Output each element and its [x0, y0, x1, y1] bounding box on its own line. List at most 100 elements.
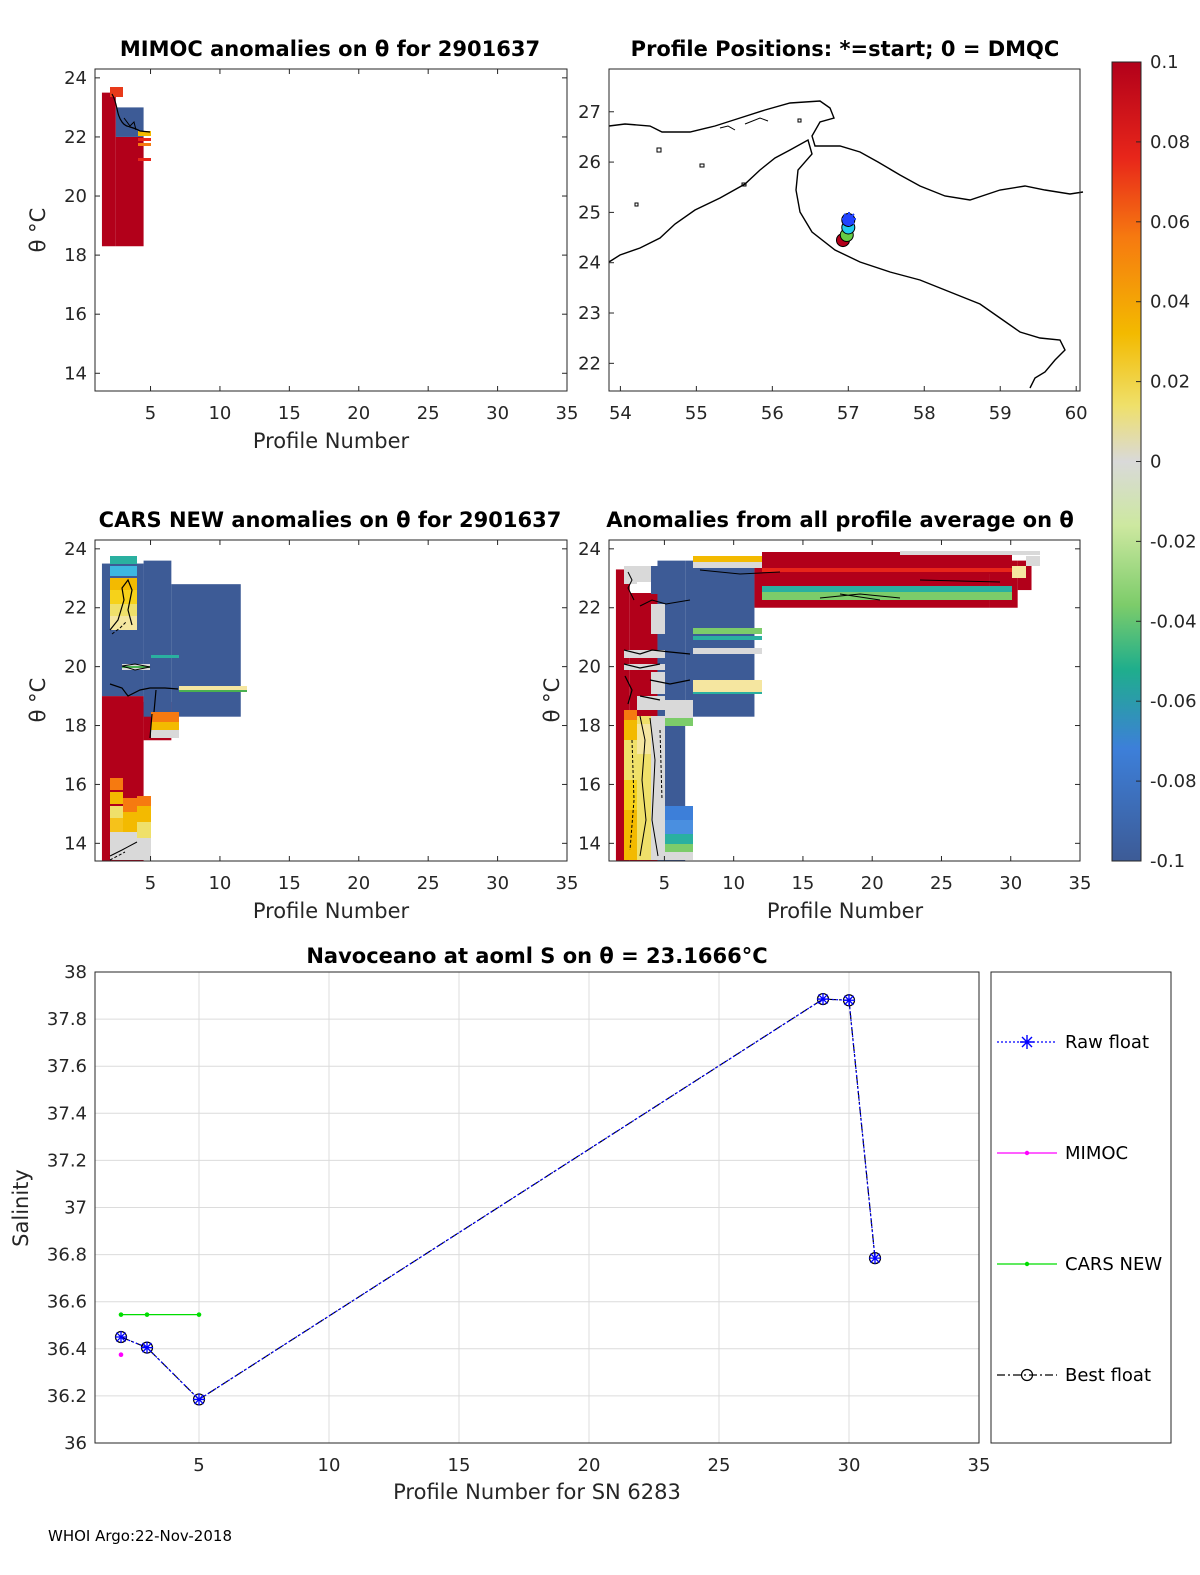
mimoc-details [110, 87, 151, 161]
colorbar-gradient [1111, 61, 1142, 862]
mimoc-ticks: 5 10 15 20 25 30 35 14 16 18 20 22 24 [64, 68, 578, 424]
colorbar-tick-label: -0.06 [1150, 691, 1197, 712]
cars-xtick-label: 5 [145, 873, 156, 894]
salinity-ytick-label: 37.4 [47, 1103, 87, 1124]
avg-xtick-label: 5 [659, 873, 670, 894]
salinity-ytick-label: 36.4 [47, 1339, 87, 1360]
colorbar-tick-label: 0.1 [1150, 52, 1179, 73]
cars-ytick-label: 20 [64, 657, 87, 678]
avg-panel: Anomalies from all profile average on θ [540, 508, 1091, 923]
avg-xlabel: Profile Number [767, 899, 924, 923]
legend-mimoc: MIMOC [997, 1143, 1128, 1164]
salinity-xtick-label: 15 [448, 1455, 471, 1476]
mimoc-ylabel: θ °C [26, 208, 50, 253]
avg-ytick-label: 14 [578, 833, 601, 854]
avg-xtick-label: 10 [722, 873, 745, 894]
mimoc-ytick-label: 22 [64, 127, 87, 148]
map-xtick-label: 56 [761, 403, 784, 424]
mimoc-cell [101, 92, 116, 247]
cars-ytick-label: 16 [64, 774, 87, 795]
map-xtick-label: 58 [913, 403, 936, 424]
colorbar: 0.1 0.08 0.06 0.04 0.02 0 -0.02 -0.04 -0.06 -0.08… [1111, 52, 1197, 872]
start-marker [842, 212, 856, 226]
map-ytick-label: 24 [578, 253, 601, 274]
colorbar-tick-label: -0.08 [1150, 771, 1197, 792]
avg-ytick-label: 22 [578, 598, 601, 619]
legend-raw-float: Raw float [997, 1032, 1149, 1053]
avg-ytick-label: 16 [578, 774, 601, 795]
map-ytick-label: 23 [578, 303, 601, 324]
cars-ytick-label: 14 [64, 833, 87, 854]
coastline [608, 100, 1084, 389]
map-xtick-label: 55 [685, 403, 708, 424]
cars-details [109, 556, 247, 861]
colorbar-tick-label: 0.04 [1150, 292, 1190, 313]
mimoc-cells [101, 92, 144, 247]
cars-axes [94, 539, 568, 862]
map-xtick-label: 57 [837, 403, 860, 424]
colorbar-tick-label: -0.04 [1150, 611, 1197, 632]
mimoc-ytick-label: 14 [64, 363, 87, 384]
avg-xtick-label: 25 [930, 873, 953, 894]
colorbar-tick-label: 0.08 [1150, 132, 1190, 153]
raw-float-point [817, 993, 829, 1006]
map-title: Profile Positions: *=start; 0 = DMQC [631, 37, 1060, 61]
cars-xtick-label: 15 [278, 873, 301, 894]
salinity-ytick-label: 37.6 [47, 1056, 87, 1077]
salinity-ytick-label: 37 [64, 1198, 87, 1219]
salinity-xtick-label: 35 [968, 1455, 991, 1476]
mimoc-cell [115, 136, 144, 247]
salinity-xtick-label: 10 [318, 1455, 341, 1476]
cars-cell [143, 560, 172, 717]
mimoc-ytick-label: 20 [64, 186, 87, 207]
footer-text: WHOI Argo:22-Nov-2018 [48, 1527, 232, 1545]
colorbar-tick-label: 0.06 [1150, 212, 1190, 233]
map-ytick-label: 27 [578, 102, 601, 123]
salinity-axes [94, 971, 980, 1444]
salinity-ytick-label: 38 [64, 962, 87, 983]
mimoc-xtick-label: 20 [347, 403, 370, 424]
legend-box [990, 971, 1172, 1444]
salinity-xlabel: Profile Number for SN 6283 [393, 1480, 681, 1504]
salinity-ticks: 5 10 15 20 25 30 35 36 36.2 36.4 36.6 36.8 37 37.2 37.… [47, 962, 991, 1476]
salinity-ytick-label: 36 [64, 1433, 87, 1454]
legend: Raw float MIMOC CARS NEW Best float [990, 971, 1172, 1444]
cars-xtick-label: 20 [347, 873, 370, 894]
map-axes [608, 68, 1081, 392]
mimoc-xtick-label: 15 [278, 403, 301, 424]
mimoc-xlabel: Profile Number [253, 429, 410, 453]
raw-float-point [193, 1393, 205, 1406]
salinity-ytick-label: 36.2 [47, 1386, 87, 1407]
legend-cars-new-label: CARS NEW [1065, 1254, 1162, 1275]
map-ytick-label: 22 [578, 353, 601, 374]
legend-mimoc-label: MIMOC [1065, 1143, 1128, 1164]
raw-float-point [115, 1331, 127, 1344]
best-float-line [120, 998, 876, 1401]
mimoc-xtick-label: 25 [417, 403, 440, 424]
avg-axes [608, 539, 1081, 862]
cars-cell [171, 584, 241, 717]
salinity-grid [95, 971, 980, 1444]
mimoc-ytick-label: 24 [64, 68, 87, 89]
salinity-panel: Navoceano at aoml S on θ = 23.1666°C 5 10… [9, 944, 990, 1504]
cars-new-point [118, 1312, 124, 1317]
colorbar-tick-label: 0 [1150, 452, 1161, 473]
legend-raw-float-label: Raw float [1065, 1032, 1149, 1053]
colorbar-tick-label: 0.02 [1150, 372, 1190, 393]
mimoc-point [118, 1352, 124, 1357]
mimoc-title: MIMOC anomalies on θ for 2901637 [120, 37, 540, 61]
cars-xtick-label: 10 [208, 873, 231, 894]
cars-ytick-label: 24 [64, 539, 87, 560]
legend-best-float: Best float [997, 1365, 1151, 1386]
map-xtick-label: 54 [609, 403, 632, 424]
avg-xtick-label: 30 [999, 873, 1022, 894]
salinity-xtick-label: 25 [708, 1455, 731, 1476]
salinity-xtick-label: 30 [838, 1455, 861, 1476]
colorbar-ticks: 0.1 0.08 0.06 0.04 0.02 0 -0.02 -0.04 -0.06 -0.08… [1136, 52, 1197, 872]
avg-xtick-label: 35 [1069, 873, 1092, 894]
mimoc-xtick-label: 10 [208, 403, 231, 424]
salinity-ytick-label: 37.2 [47, 1150, 87, 1171]
raw-float-point [843, 994, 855, 1007]
salinity-xtick-label: 5 [193, 1455, 204, 1476]
colorbar-tick-label: -0.02 [1150, 531, 1197, 552]
